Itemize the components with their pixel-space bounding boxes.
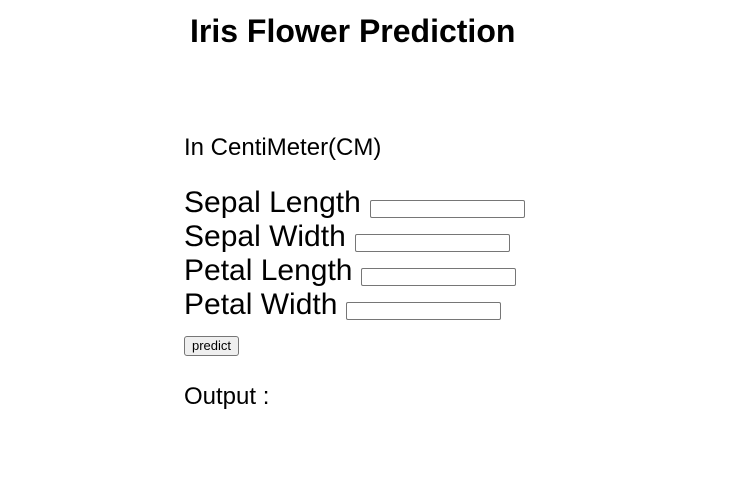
petal-width-row: Petal Width [184,288,525,322]
predict-button[interactable]: predict [184,336,240,356]
sepal-width-label: Sepal Width [184,220,346,253]
petal-width-label: Petal Width [184,288,338,321]
petal-length-row: Petal Length [184,254,525,288]
sepal-width-row: Sepal Width [184,220,525,254]
prediction-form: Sepal Length Sepal Width Petal Length Pe… [184,186,525,322]
sepal-length-label: Sepal Length [184,186,361,219]
sepal-length-row: Sepal Length [184,186,525,220]
petal-length-input[interactable] [361,268,517,286]
petal-length-label: Petal Length [184,254,353,287]
unit-note: In CentiMeter(CM) [184,134,382,161]
sepal-width-input[interactable] [354,234,510,252]
output-line: Output : [184,382,269,412]
sepal-length-input[interactable] [369,200,525,218]
page-title: Iris Flower Prediction [190,13,516,49]
output-label: Output : [184,383,270,410]
petal-width-input[interactable] [346,302,502,320]
